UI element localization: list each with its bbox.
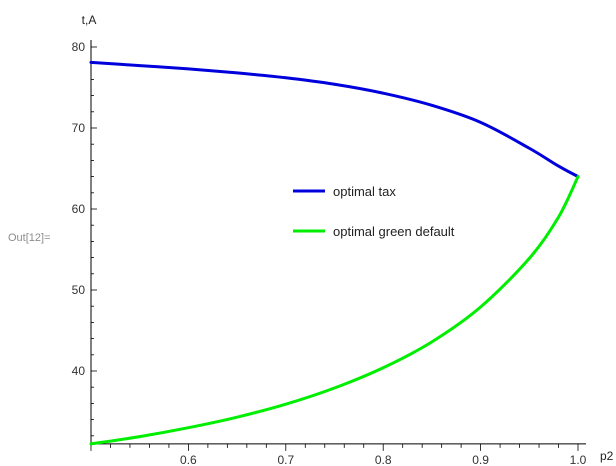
- legend: optimal tax optimal green default: [293, 184, 455, 239]
- x-tick-label: 0.9: [472, 453, 489, 466]
- y-tick-label: 70: [72, 121, 86, 135]
- x-tick-label: 1.0: [570, 453, 587, 466]
- y-tick-label: 80: [72, 40, 86, 54]
- series-line-optimal-green-default: [89, 175, 580, 446]
- series-line-optimal-tax: [89, 60, 580, 179]
- output-cell-label: Out[12]=: [8, 232, 51, 244]
- y-tick-label: 60: [72, 202, 86, 216]
- legend-label: optimal tax: [333, 184, 396, 199]
- axes-group: 40 50 60 70 80 0.6 0.7 0.8 0.9 1.0 t,A p2: [72, 13, 614, 466]
- legend-label: optimal green default: [333, 224, 455, 239]
- x-tick-label: 0.7: [277, 453, 294, 466]
- y-tick-label: 40: [72, 364, 86, 378]
- x-tick-label: 0.8: [375, 453, 392, 466]
- y-axis-title: t,A: [82, 13, 97, 27]
- x-axis-title: p2: [600, 449, 614, 463]
- y-tick-label: 50: [72, 283, 86, 297]
- x-tick-label: 0.6: [180, 453, 197, 466]
- series-group: [89, 60, 580, 446]
